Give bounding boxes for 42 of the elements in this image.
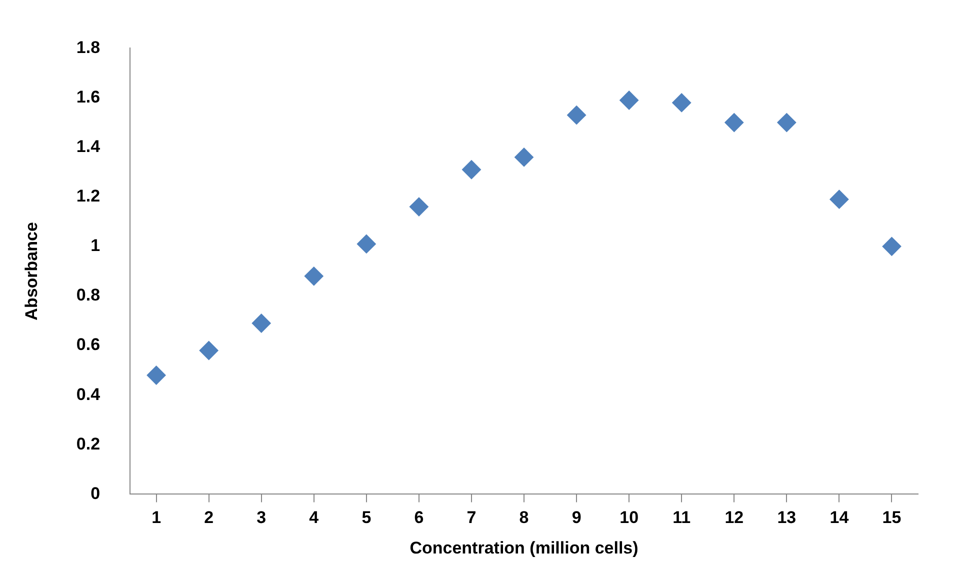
point xyxy=(409,197,428,216)
point xyxy=(830,190,849,209)
point xyxy=(514,148,534,167)
point xyxy=(462,160,481,180)
y-tick-label: 0 xyxy=(90,484,100,503)
x-tick-label: 5 xyxy=(362,508,372,528)
point xyxy=(146,366,166,385)
point xyxy=(567,106,586,125)
x-tick-label: 10 xyxy=(620,508,639,528)
point xyxy=(724,113,744,132)
x-tick-label: 12 xyxy=(724,508,744,528)
point xyxy=(252,314,271,333)
x-tick-label: 7 xyxy=(466,508,476,528)
point xyxy=(304,266,324,286)
x-tick-label: 4 xyxy=(309,508,320,528)
y-tick-label: 1 xyxy=(90,236,100,256)
point xyxy=(356,234,376,254)
x-tick-label: 2 xyxy=(204,508,214,528)
point xyxy=(672,93,692,112)
y-tick-label: 1.4 xyxy=(76,137,101,156)
y-tick-label: 1.8 xyxy=(76,38,100,57)
y-tick-label: 0.2 xyxy=(76,434,100,454)
x-tick-label: 3 xyxy=(256,508,266,528)
y-tick-label: 0.4 xyxy=(76,384,101,404)
x-tick-label: 15 xyxy=(882,508,902,528)
point xyxy=(777,113,796,132)
y-tick-label: 1.2 xyxy=(76,186,100,206)
x-tick-label: 8 xyxy=(519,508,529,528)
x-tick-label: 1 xyxy=(152,508,162,528)
point xyxy=(199,340,218,360)
y-tick-label: 0.6 xyxy=(76,335,100,354)
x-tick-label: 6 xyxy=(414,508,424,528)
x-tick-label: 9 xyxy=(572,508,582,528)
point xyxy=(882,236,902,256)
x-tick-label: 11 xyxy=(672,508,691,528)
y-axis-title: Absorbance xyxy=(22,222,41,320)
y-tick-label: 1.6 xyxy=(76,87,100,106)
y-tick-label: 0.8 xyxy=(76,286,100,305)
x-axis-title: Concentration (million cells) xyxy=(410,538,638,558)
point xyxy=(620,90,639,110)
x-tick-label: 14 xyxy=(830,508,850,528)
x-tick-label: 13 xyxy=(777,508,796,528)
